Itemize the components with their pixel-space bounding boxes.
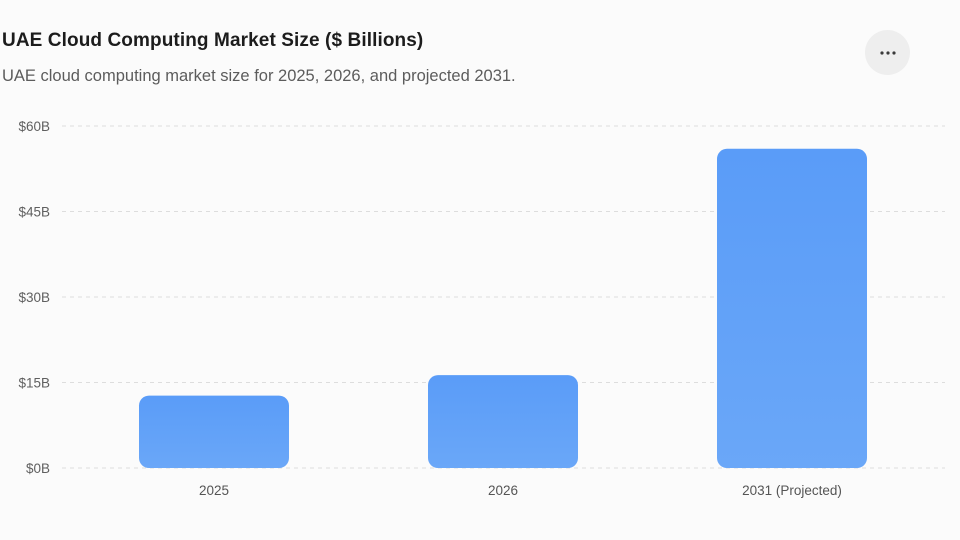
y-tick-label: $15B: [18, 376, 50, 391]
bar-2031-projected[interactable]: [717, 148, 867, 469]
y-tick-label: $60B: [18, 119, 50, 134]
more-options-button[interactable]: [865, 30, 910, 75]
more-horizontal-icon: [879, 50, 896, 55]
bar-2025[interactable]: [139, 395, 289, 468]
y-tick-label: $45B: [18, 205, 50, 220]
x-axis: 2025 2026 2031 (Projected): [199, 483, 842, 498]
y-tick-label: $0B: [26, 461, 50, 476]
bars: [139, 148, 867, 469]
y-axis: $0B $15B $30B $45B $60B: [18, 119, 50, 476]
x-tick-label: 2031 (Projected): [742, 483, 842, 498]
bar-2026[interactable]: [428, 375, 578, 468]
y-tick-label: $30B: [18, 290, 50, 305]
chart-title: UAE Cloud Computing Market Size ($ Billi…: [2, 30, 424, 51]
chart-subtitle: UAE cloud computing market size for 2025…: [2, 67, 516, 85]
x-tick-label: 2025: [199, 483, 229, 498]
x-tick-label: 2026: [488, 483, 518, 498]
